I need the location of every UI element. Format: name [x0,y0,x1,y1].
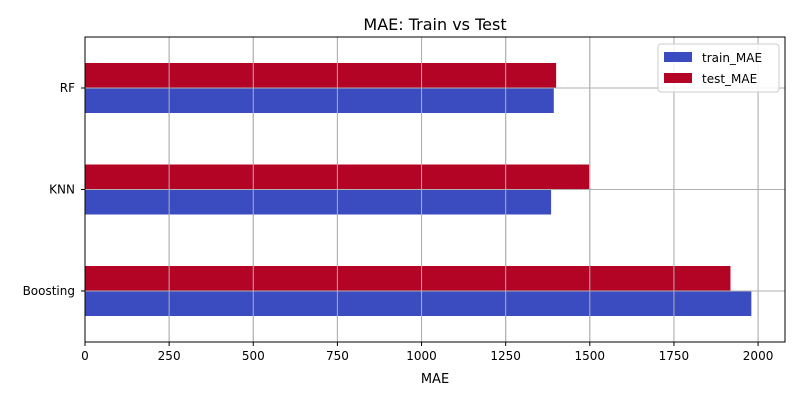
chart-title: MAE: Train vs Test [363,15,506,34]
x-tick-label: 500 [242,349,265,363]
bar-test_MAE-Boosting [85,266,731,291]
legend-label-train_MAE: train_MAE [702,51,762,65]
x-tick-label: 1750 [659,349,690,363]
legend-swatch-test_MAE [664,73,692,83]
x-tick-label: 2000 [743,349,774,363]
y-tick-label: KNN [49,183,75,197]
bar-train_MAE-Boosting [85,291,752,316]
legend-swatch-train_MAE [664,52,692,62]
x-tick-label: 750 [326,349,349,363]
x-tick-label: 1500 [575,349,606,363]
bar-train_MAE-KNN [85,189,552,215]
x-tick-label: 1250 [490,349,521,363]
bar-test_MAE-RF [85,63,557,88]
y-tick-label: RF [60,81,75,95]
x-tick-label: 250 [158,349,181,363]
x-tick-label: 0 [81,349,89,363]
x-tick-label: 1000 [406,349,437,363]
legend: train_MAE test_MAE [657,43,780,93]
y-tick-label: Boosting [23,284,75,298]
x-axis-label: MAE [421,372,449,387]
bar-train_MAE-RF [85,88,554,113]
axis-ticks: 0 250 500 750 1000 1250 1500 1750 2000 Boosting KN… [23,81,774,363]
legend-label-test_MAE: test_MAE [702,72,757,86]
